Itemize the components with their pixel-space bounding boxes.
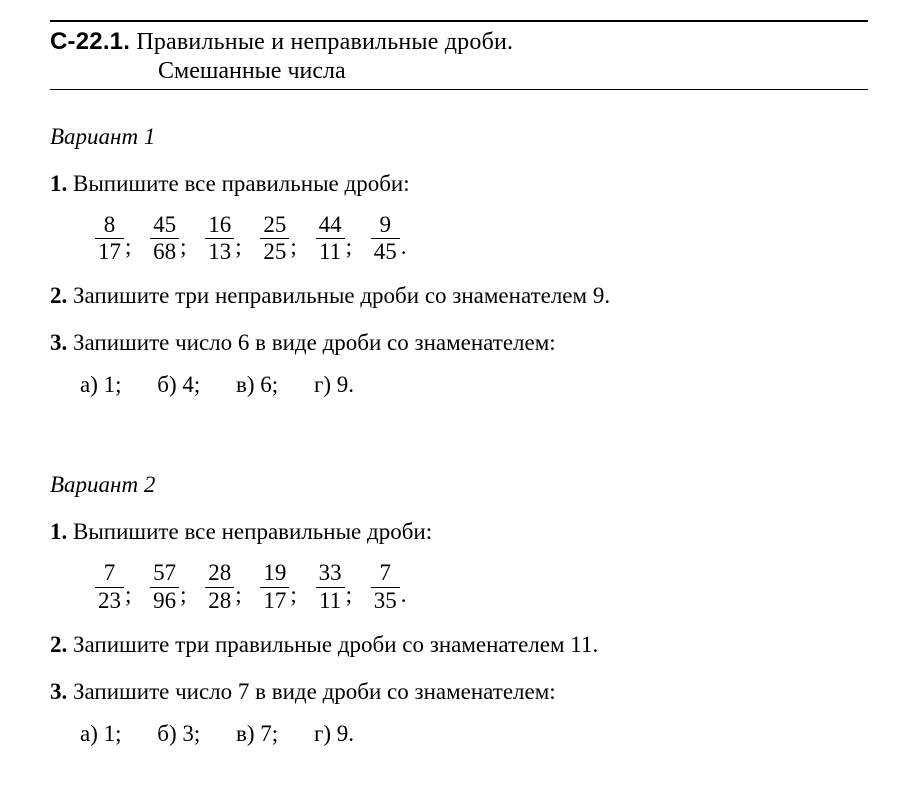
separator: ; [290,582,296,608]
v2-task-3-parts: а) 1; б) 3; в) 7; г) 9. [80,721,868,747]
task-number: 3. [50,330,67,355]
task-text: Выпишите все неправильные дроби: [73,519,432,544]
task-number: 2. [50,283,67,308]
fraction: 2525 [260,213,289,264]
fraction: 4411 [316,213,345,264]
separator: ; [180,582,186,608]
bottom-rule [50,89,868,90]
subpart-a: а) 1; [80,721,122,746]
v1-task-3-parts: а) 1; б) 4; в) 6; г) 9. [80,372,868,398]
fraction: 735 [371,561,400,612]
v1-task-1: 1. Выпишите все правильные дроби: [50,168,868,199]
subpart-b: б) 3; [157,721,200,746]
v2-task-3: 3. Запишите число 7 в виде дроби со знам… [50,676,868,707]
fraction: 5796 [150,561,179,612]
subpart-d: г) 9. [314,372,354,397]
header-line-1: С-22.1. Правильные и неправильные дроби. [50,28,868,56]
v2-task-1-fractions: 723; 5796; 2828; 1917; 3311; 735. [94,561,868,612]
variant-2-label: Вариант 2 [50,472,868,498]
terminator: . [401,582,407,608]
section-title-2: Смешанные числа [50,58,868,85]
separator: ; [346,582,352,608]
terminator: . [401,234,407,260]
fraction: 4568 [150,213,179,264]
section-header: С-22.1. Правильные и неправильные дроби.… [50,22,868,89]
separator: ; [346,234,352,260]
separator: ; [235,234,241,260]
separator: ; [180,234,186,260]
fraction: 3311 [316,561,345,612]
section-code: С-22.1. [50,28,130,55]
separator: ; [125,234,131,260]
subpart-c: в) 7; [236,721,278,746]
task-text: Запишите три правильные дроби со знамена… [73,632,598,657]
task-number: 1. [50,171,67,196]
separator: ; [125,582,131,608]
subpart-b: б) 4; [157,372,200,397]
worksheet-page: { "header": { "code": "С-22.1.", "title_… [0,0,918,797]
fraction: 723 [95,561,124,612]
separator: ; [235,582,241,608]
fraction: 2828 [205,561,234,612]
v2-task-1: 1. Выпишите все неправильные дроби: [50,516,868,547]
subpart-d: г) 9. [314,721,354,746]
separator: ; [290,234,296,260]
v2-task-2: 2. Запишите три правильные дроби со знам… [50,629,868,660]
fraction: 1613 [205,213,234,264]
subpart-a: а) 1; [80,372,122,397]
fraction: 945 [371,213,400,264]
variant-1-label: Вариант 1 [50,124,868,150]
task-number: 1. [50,519,67,544]
v1-task-1-fractions: 817; 4568; 1613; 2525; 4411; 945. [94,213,868,264]
v1-task-2: 2. Запишите три неправильные дроби со зн… [50,280,868,311]
section-title-1: Правильные и неправильные дроби. [136,29,513,55]
task-number: 2. [50,632,67,657]
v1-task-3: 3. Запишите число 6 в виде дроби со знам… [50,327,868,358]
task-text: Запишите число 7 в виде дроби со знамена… [73,679,556,704]
task-text: Запишите число 6 в виде дроби со знамена… [73,330,556,355]
fraction: 817 [95,213,124,264]
subpart-c: в) 6; [236,372,278,397]
task-text: Выпишите все правильные дроби: [73,171,410,196]
task-text: Запишите три неправильные дроби со знаме… [73,283,610,308]
fraction: 1917 [260,561,289,612]
task-number: 3. [50,679,67,704]
